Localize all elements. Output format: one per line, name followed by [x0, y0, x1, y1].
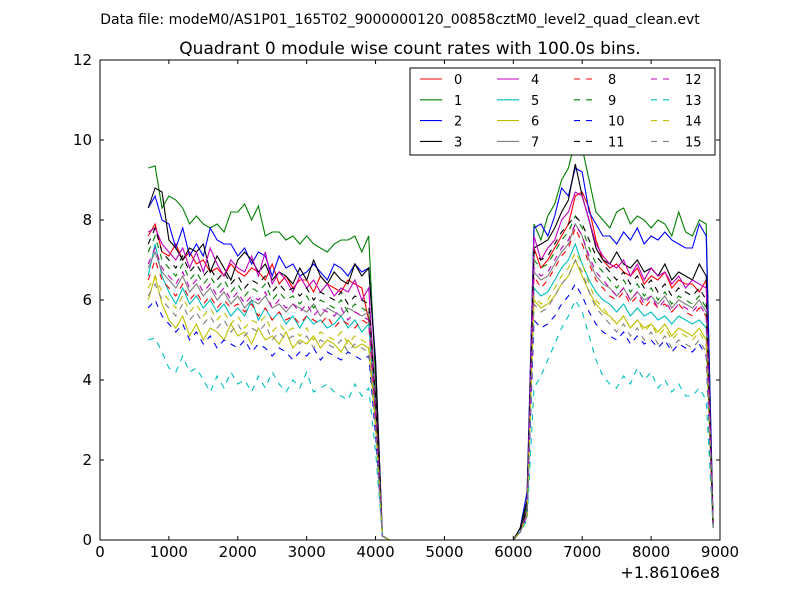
legend-label-14: 14 [685, 115, 702, 130]
legend-label-8: 8 [608, 73, 616, 88]
ticks-group: 0 1000 2000 3000 4000 5000 6000 7000 8000 9000 0 2 4… [73, 51, 739, 561]
legend-label-11: 11 [608, 135, 625, 150]
x-axis-offset-label: +1.86106e8 [620, 563, 720, 582]
legend-label-12: 12 [685, 73, 702, 88]
y-tick-label: 10 [73, 131, 92, 149]
legend-label-6: 6 [531, 115, 539, 130]
x-tick-label: 8000 [632, 543, 670, 561]
x-tick-label: 7000 [563, 543, 601, 561]
legend-label-1: 1 [454, 94, 462, 109]
figure-suptitle: Data file: modeM0/AS1P01_165T02_90000001… [100, 12, 700, 28]
legend-label-5: 5 [531, 94, 539, 109]
legend-frame [409, 67, 716, 156]
x-tick-label: 5000 [425, 543, 463, 561]
y-tick-label: 12 [73, 51, 92, 69]
x-tick-label: 9000 [701, 543, 739, 561]
y-tick-label: 6 [82, 291, 92, 309]
y-tick-label: 0 [82, 531, 92, 549]
x-tick-label: 6000 [494, 543, 532, 561]
y-tick-label: 2 [82, 451, 92, 469]
legend-label-3: 3 [454, 135, 462, 150]
legend-label-10: 10 [608, 115, 625, 130]
y-tick-label: 8 [82, 211, 92, 229]
x-tick-label: 0 [95, 543, 105, 561]
x-tick-label: 2000 [219, 543, 257, 561]
series-line-12 [147, 222, 714, 541]
x-tick-label: 1000 [150, 543, 188, 561]
legend-label-7: 7 [531, 135, 539, 150]
legend-label-4: 4 [531, 73, 539, 88]
legend-label-0: 0 [454, 73, 462, 88]
x-tick-label: 3000 [288, 543, 326, 561]
legend-label-2: 2 [454, 115, 462, 130]
x-tick-label: 4000 [356, 543, 394, 561]
legend-label-13: 13 [685, 94, 702, 109]
legend-label-15: 15 [685, 135, 702, 150]
legend-label-9: 9 [608, 94, 616, 109]
chart-title: Quadrant 0 module wise count rates with … [179, 39, 640, 59]
y-tick-label: 4 [82, 371, 92, 389]
